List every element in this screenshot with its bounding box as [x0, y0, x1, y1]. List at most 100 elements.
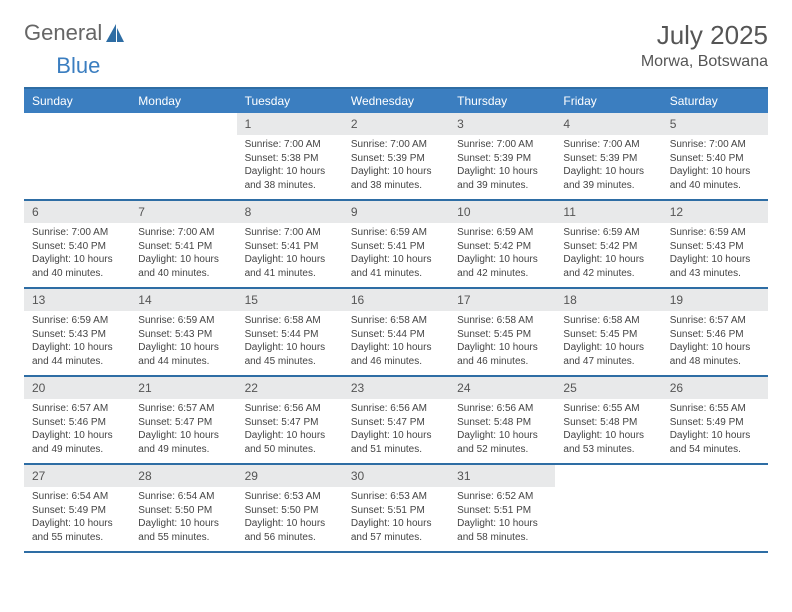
sunrise-text: Sunrise: 7:00 AM: [563, 138, 653, 152]
day-number: 26: [662, 377, 768, 399]
sunset-text: Sunset: 5:45 PM: [457, 328, 547, 342]
day-details: Sunrise: 6:57 AMSunset: 5:46 PMDaylight:…: [24, 399, 130, 462]
sunrise-text: Sunrise: 6:53 AM: [245, 490, 335, 504]
logo-text-2: Blue: [56, 53, 100, 79]
day-cell: 28Sunrise: 6:54 AMSunset: 5:50 PMDayligh…: [130, 465, 236, 551]
day-details: Sunrise: 6:53 AMSunset: 5:51 PMDaylight:…: [343, 487, 449, 550]
sunset-text: Sunset: 5:51 PM: [351, 504, 441, 518]
day-details: Sunrise: 6:54 AMSunset: 5:50 PMDaylight:…: [130, 487, 236, 550]
daylight-text: Daylight: 10 hours and 44 minutes.: [138, 341, 228, 368]
sunset-text: Sunset: 5:42 PM: [457, 240, 547, 254]
week-row: 27Sunrise: 6:54 AMSunset: 5:49 PMDayligh…: [24, 463, 768, 551]
sunset-text: Sunset: 5:43 PM: [32, 328, 122, 342]
sunset-text: Sunset: 5:40 PM: [32, 240, 122, 254]
weekday-label: Friday: [555, 89, 661, 113]
week-row: 13Sunrise: 6:59 AMSunset: 5:43 PMDayligh…: [24, 287, 768, 375]
day-details: Sunrise: 6:59 AMSunset: 5:43 PMDaylight:…: [130, 311, 236, 374]
day-cell: 3Sunrise: 7:00 AMSunset: 5:39 PMDaylight…: [449, 113, 555, 199]
daylight-text: Daylight: 10 hours and 40 minutes.: [670, 165, 760, 192]
sunset-text: Sunset: 5:46 PM: [670, 328, 760, 342]
sunrise-text: Sunrise: 6:54 AM: [138, 490, 228, 504]
logo-text-1: General: [24, 20, 102, 46]
day-number: 6: [24, 201, 130, 223]
day-cell: 10Sunrise: 6:59 AMSunset: 5:42 PMDayligh…: [449, 201, 555, 287]
sunrise-text: Sunrise: 6:58 AM: [457, 314, 547, 328]
day-number: 28: [130, 465, 236, 487]
sunset-text: Sunset: 5:39 PM: [563, 152, 653, 166]
day-number: 11: [555, 201, 661, 223]
sunrise-text: Sunrise: 7:00 AM: [351, 138, 441, 152]
daylight-text: Daylight: 10 hours and 40 minutes.: [32, 253, 122, 280]
day-number: 12: [662, 201, 768, 223]
day-number: 21: [130, 377, 236, 399]
day-number: 5: [662, 113, 768, 135]
sunrise-text: Sunrise: 7:00 AM: [670, 138, 760, 152]
sunset-text: Sunset: 5:46 PM: [32, 416, 122, 430]
weekday-label: Sunday: [24, 89, 130, 113]
day-details: Sunrise: 6:59 AMSunset: 5:43 PMDaylight:…: [662, 223, 768, 286]
daylight-text: Daylight: 10 hours and 38 minutes.: [245, 165, 335, 192]
day-cell: 19Sunrise: 6:57 AMSunset: 5:46 PMDayligh…: [662, 289, 768, 375]
weekday-label: Thursday: [449, 89, 555, 113]
logo: General: [24, 20, 128, 46]
sunrise-text: Sunrise: 6:59 AM: [563, 226, 653, 240]
day-number: 3: [449, 113, 555, 135]
sunrise-text: Sunrise: 6:59 AM: [351, 226, 441, 240]
day-details: Sunrise: 7:00 AMSunset: 5:38 PMDaylight:…: [237, 135, 343, 198]
day-number: 7: [130, 201, 236, 223]
day-details: Sunrise: 6:53 AMSunset: 5:50 PMDaylight:…: [237, 487, 343, 550]
day-number: 19: [662, 289, 768, 311]
sunset-text: Sunset: 5:49 PM: [670, 416, 760, 430]
day-details: Sunrise: 7:00 AMSunset: 5:39 PMDaylight:…: [555, 135, 661, 198]
sunrise-text: Sunrise: 6:59 AM: [670, 226, 760, 240]
day-details: Sunrise: 6:59 AMSunset: 5:42 PMDaylight:…: [555, 223, 661, 286]
day-number: 22: [237, 377, 343, 399]
day-details: Sunrise: 7:00 AMSunset: 5:41 PMDaylight:…: [237, 223, 343, 286]
day-cell: 11Sunrise: 6:59 AMSunset: 5:42 PMDayligh…: [555, 201, 661, 287]
daylight-text: Daylight: 10 hours and 51 minutes.: [351, 429, 441, 456]
day-details: Sunrise: 7:00 AMSunset: 5:41 PMDaylight:…: [130, 223, 236, 286]
sunset-text: Sunset: 5:45 PM: [563, 328, 653, 342]
daylight-text: Daylight: 10 hours and 46 minutes.: [457, 341, 547, 368]
empty-cell: [555, 465, 661, 551]
day-details: Sunrise: 6:55 AMSunset: 5:49 PMDaylight:…: [662, 399, 768, 462]
day-details: Sunrise: 6:59 AMSunset: 5:42 PMDaylight:…: [449, 223, 555, 286]
day-cell: 14Sunrise: 6:59 AMSunset: 5:43 PMDayligh…: [130, 289, 236, 375]
location-label: Morwa, Botswana: [641, 53, 768, 71]
daylight-text: Daylight: 10 hours and 45 minutes.: [245, 341, 335, 368]
day-details: Sunrise: 6:54 AMSunset: 5:49 PMDaylight:…: [24, 487, 130, 550]
sunset-text: Sunset: 5:47 PM: [245, 416, 335, 430]
daylight-text: Daylight: 10 hours and 39 minutes.: [457, 165, 547, 192]
sunrise-text: Sunrise: 6:52 AM: [457, 490, 547, 504]
weekday-label: Wednesday: [343, 89, 449, 113]
daylight-text: Daylight: 10 hours and 42 minutes.: [457, 253, 547, 280]
sunrise-text: Sunrise: 6:59 AM: [138, 314, 228, 328]
day-number: 14: [130, 289, 236, 311]
daylight-text: Daylight: 10 hours and 46 minutes.: [351, 341, 441, 368]
calendar: SundayMondayTuesdayWednesdayThursdayFrid…: [24, 87, 768, 553]
day-details: Sunrise: 7:00 AMSunset: 5:39 PMDaylight:…: [449, 135, 555, 198]
sunset-text: Sunset: 5:43 PM: [670, 240, 760, 254]
day-details: Sunrise: 6:56 AMSunset: 5:47 PMDaylight:…: [343, 399, 449, 462]
sunrise-text: Sunrise: 6:55 AM: [563, 402, 653, 416]
sunrise-text: Sunrise: 6:53 AM: [351, 490, 441, 504]
day-cell: 18Sunrise: 6:58 AMSunset: 5:45 PMDayligh…: [555, 289, 661, 375]
daylight-text: Daylight: 10 hours and 47 minutes.: [563, 341, 653, 368]
day-cell: 13Sunrise: 6:59 AMSunset: 5:43 PMDayligh…: [24, 289, 130, 375]
day-cell: 7Sunrise: 7:00 AMSunset: 5:41 PMDaylight…: [130, 201, 236, 287]
day-details: Sunrise: 6:56 AMSunset: 5:48 PMDaylight:…: [449, 399, 555, 462]
sunset-text: Sunset: 5:47 PM: [138, 416, 228, 430]
empty-cell: [24, 113, 130, 199]
day-cell: 22Sunrise: 6:56 AMSunset: 5:47 PMDayligh…: [237, 377, 343, 463]
daylight-text: Daylight: 10 hours and 48 minutes.: [670, 341, 760, 368]
sunrise-text: Sunrise: 7:00 AM: [245, 226, 335, 240]
day-cell: 30Sunrise: 6:53 AMSunset: 5:51 PMDayligh…: [343, 465, 449, 551]
daylight-text: Daylight: 10 hours and 44 minutes.: [32, 341, 122, 368]
day-cell: 26Sunrise: 6:55 AMSunset: 5:49 PMDayligh…: [662, 377, 768, 463]
sunrise-text: Sunrise: 6:57 AM: [32, 402, 122, 416]
day-number: 4: [555, 113, 661, 135]
sunset-text: Sunset: 5:41 PM: [245, 240, 335, 254]
day-number: 27: [24, 465, 130, 487]
sunrise-text: Sunrise: 7:00 AM: [32, 226, 122, 240]
daylight-text: Daylight: 10 hours and 53 minutes.: [563, 429, 653, 456]
